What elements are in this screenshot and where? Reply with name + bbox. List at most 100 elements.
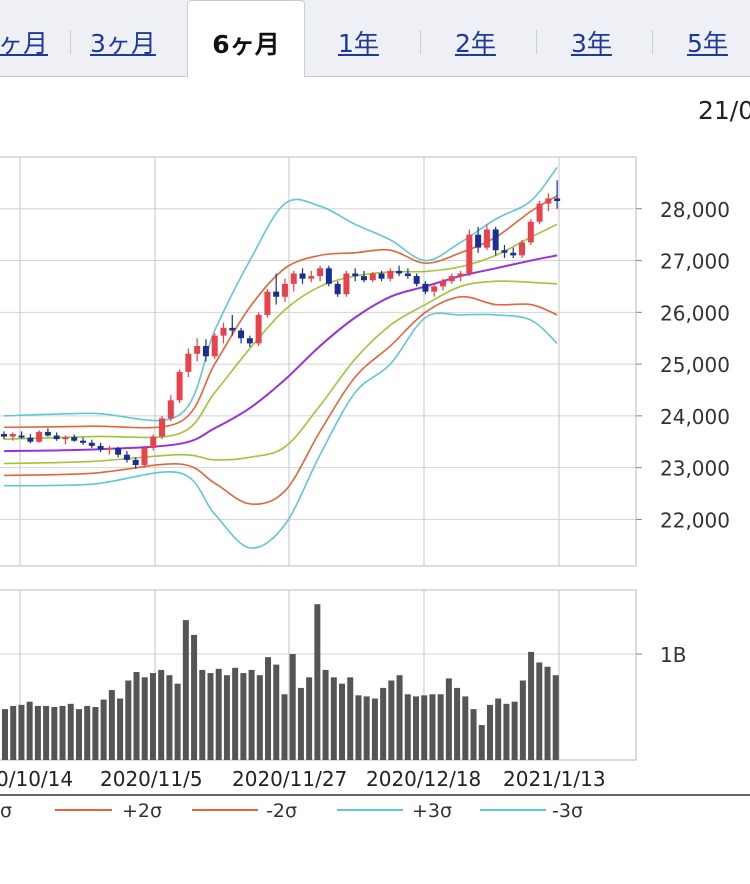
candle-up	[264, 291, 271, 315]
volume-bar	[330, 677, 337, 760]
volume-bar	[34, 705, 41, 760]
candle-down	[44, 431, 51, 436]
candle-down	[80, 440, 87, 443]
volume-bar	[158, 669, 165, 760]
volume-bar	[462, 696, 469, 760]
candle-up	[519, 242, 526, 256]
bollinger-minus3sigma-line	[3, 312, 558, 549]
candle-up	[36, 431, 43, 442]
volume-bar	[207, 673, 214, 760]
volume-bar	[314, 604, 321, 760]
candle-down	[246, 338, 253, 344]
tab-separator	[70, 30, 71, 54]
volume-bar	[339, 683, 346, 760]
tab-1month[interactable]: ヶ月	[0, 29, 49, 58]
volume-bar	[215, 668, 222, 760]
price-tick-label: 27,000	[660, 250, 730, 274]
volume-bar	[380, 687, 387, 760]
candle-down	[53, 435, 60, 440]
candle-down	[352, 273, 359, 277]
volume-bar	[67, 703, 74, 760]
tab-separator	[536, 30, 537, 54]
volume-bar	[191, 634, 198, 760]
volume-bar	[182, 620, 189, 760]
volume-bar	[289, 654, 296, 760]
volume-bar	[454, 687, 461, 760]
candle-up	[194, 345, 201, 354]
candle-down	[97, 445, 104, 450]
tab-1year[interactable]: 1年	[338, 29, 379, 58]
candle-down	[492, 229, 499, 251]
candle-down	[238, 330, 245, 339]
tab-3years[interactable]: 3年	[571, 29, 612, 58]
volume-bar	[413, 696, 419, 760]
volume-bar	[75, 709, 82, 760]
price-tick-label: 24,000	[660, 405, 730, 429]
candle-down	[378, 273, 385, 279]
volume-bar	[528, 651, 535, 760]
volume-bar	[421, 695, 428, 760]
volume-bar	[199, 669, 206, 760]
volume-bar	[470, 709, 477, 760]
volume-bar	[117, 698, 124, 760]
volume-bar	[519, 680, 526, 760]
volume-bar	[10, 705, 17, 760]
date-tick-label: 2020/11/5	[100, 767, 203, 791]
candle-up	[176, 371, 183, 401]
candle-up	[527, 221, 534, 243]
volume-bar	[51, 707, 58, 760]
candle-up	[343, 273, 350, 295]
candle-up	[159, 418, 166, 437]
candle-up	[167, 400, 174, 419]
candle-down	[18, 435, 25, 438]
candle-down	[510, 252, 517, 256]
candle-up	[9, 433, 16, 437]
candle-down	[501, 250, 508, 253]
volume-bar	[232, 667, 239, 760]
volume-bar	[404, 694, 411, 760]
volume-bars	[2, 604, 559, 760]
legend-label: -3σ	[552, 800, 583, 822]
bollinger-minus1sigma-line	[3, 280, 558, 465]
chart-legend: σ +2σ -2σ +3σ -3σ	[0, 800, 583, 822]
tab-3months[interactable]: 3ヶ月	[90, 29, 156, 58]
period-tab-bar: ヶ月 3ヶ月 6ヶ月 1年 2年 3年 5年	[0, 0, 750, 77]
candle-up	[431, 286, 438, 292]
volume-bar	[84, 705, 91, 760]
volume-bar	[536, 662, 543, 760]
candle-down	[229, 327, 236, 331]
tab-2years[interactable]: 2年	[455, 29, 496, 58]
volume-bar	[355, 695, 362, 760]
candlesticks	[1, 180, 561, 469]
price-tick-label: 25,000	[660, 353, 730, 377]
volume-bar	[141, 677, 148, 760]
volume-bar	[429, 694, 436, 760]
volume-bar	[445, 678, 452, 760]
candle-up	[185, 353, 192, 372]
candle-down	[334, 283, 341, 295]
volume-bar	[388, 680, 395, 760]
candle-down	[132, 459, 139, 466]
price-tick-label: 23,000	[660, 457, 730, 481]
candle-up	[448, 276, 455, 282]
candle-up	[290, 273, 297, 284]
tab-5years[interactable]: 5年	[687, 29, 728, 58]
candle-up	[308, 276, 315, 279]
volume-bar	[322, 669, 329, 760]
price-axis: 28,000 27,000 26,000 25,000 24,000 23,000 22,0…	[636, 198, 730, 532]
volume-bar	[2, 709, 8, 760]
candle-down	[88, 442, 95, 446]
candle-up	[483, 229, 490, 248]
candle-up	[62, 437, 69, 440]
tab-separator	[420, 30, 421, 54]
volume-bar	[306, 677, 313, 760]
volume-bar	[281, 694, 288, 760]
tab-6months[interactable]: 6ヶ月	[187, 0, 305, 77]
candle-up	[211, 335, 218, 357]
volume-bar	[149, 673, 156, 760]
candle-up	[281, 283, 288, 297]
legend-label: +2σ	[122, 800, 162, 822]
candle-down	[71, 437, 78, 441]
date-tick-label: 2020/11/27	[232, 767, 347, 791]
